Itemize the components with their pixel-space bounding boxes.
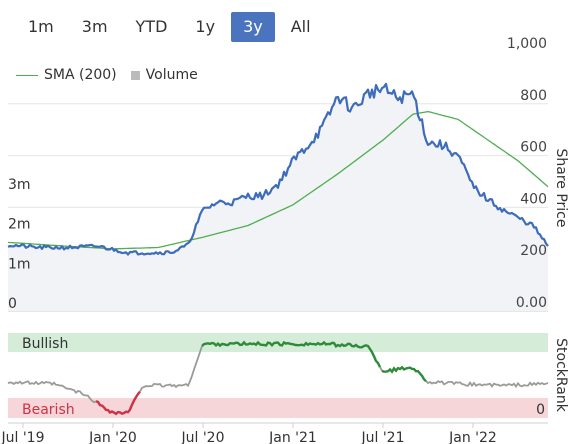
range-selector: 1m 3m YTD 1y 3y All xyxy=(16,12,327,44)
stockrank-line-segment[interactable] xyxy=(201,340,382,368)
stockrank-line-segment[interactable] xyxy=(139,345,203,393)
bearish-band xyxy=(8,398,548,418)
volume-legend-swatch xyxy=(130,70,140,80)
price-line[interactable] xyxy=(7,82,549,256)
stockrank-line-segment[interactable] xyxy=(95,390,141,416)
range-button-1y[interactable]: 1y xyxy=(195,17,216,36)
bearish-label: Bearish xyxy=(22,402,75,418)
range-button-3y[interactable]: 3y xyxy=(231,12,275,42)
volume-tick-label: 0 xyxy=(8,296,17,312)
range-button-3m[interactable]: 3m xyxy=(81,17,108,36)
price-tick-label: 1,000 xyxy=(507,36,547,52)
x-tick-label: Jul '21 xyxy=(360,430,404,444)
stockrank-line-segment[interactable] xyxy=(381,365,427,383)
range-button-ytd[interactable]: YTD xyxy=(135,17,168,36)
x-tick-label: Jan '22 xyxy=(448,430,497,444)
range-button-all[interactable]: All xyxy=(290,17,311,36)
price-axis-title: Share Price xyxy=(553,148,569,227)
x-tick-label: Jan '21 xyxy=(268,430,317,444)
sma-line[interactable] xyxy=(7,110,549,250)
volume-tick-label: 3m xyxy=(8,177,31,193)
sma-legend-label[interactable]: SMA (200) xyxy=(44,67,117,83)
stockrank-line-segment[interactable] xyxy=(425,380,549,389)
volume-tick-label: 2m xyxy=(8,217,31,233)
stockrank-axis-title: StockRank xyxy=(553,338,569,413)
stockrank-line-segment[interactable] xyxy=(7,380,97,404)
x-tick-label: Jul '20 xyxy=(180,430,224,444)
volume-legend-label[interactable]: Volume xyxy=(145,67,198,83)
stockrank-line-segment[interactable] xyxy=(379,366,383,372)
range-button-1m[interactable]: 1m xyxy=(28,17,54,36)
stockrank-zero-label: 0 xyxy=(536,402,545,418)
x-tick-label: Jan '20 xyxy=(88,430,137,444)
price-area xyxy=(8,83,548,312)
x-tick-label: Jul '19 xyxy=(0,430,44,444)
price-tick-label: 400 xyxy=(520,191,547,207)
volume-tick-label: 1m xyxy=(8,256,31,272)
bullish-label: Bullish xyxy=(22,336,68,352)
price-tick-label: 600 xyxy=(520,140,547,156)
price-tick-label: 0.00 xyxy=(516,295,547,311)
sma-legend-swatch xyxy=(16,74,38,76)
chart-legend: SMA (200) Volume xyxy=(16,67,198,83)
price-tick-label: 800 xyxy=(520,88,547,104)
price-tick-label: 200 xyxy=(520,243,547,259)
